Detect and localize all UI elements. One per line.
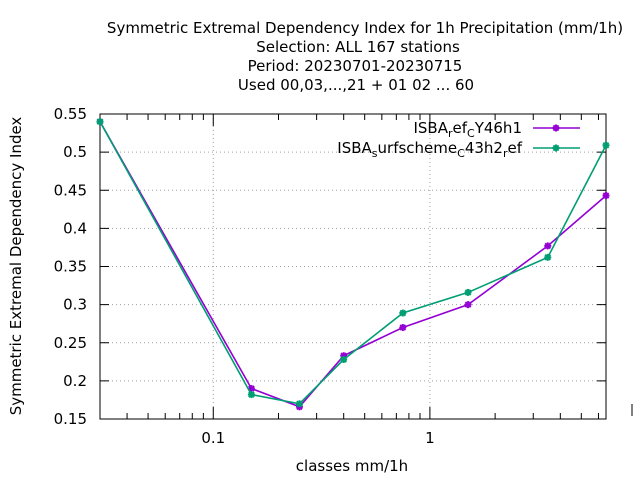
legend-label-part: 43h2 — [465, 139, 503, 157]
y-tick-label: 0.3 — [63, 296, 87, 314]
y-axis-label: Symmetric Extremal Dependency Index — [7, 117, 25, 416]
y-tick-label: 0.35 — [54, 258, 87, 276]
grid — [100, 114, 606, 419]
data-point — [295, 400, 303, 408]
y-tick-label: 0.25 — [54, 334, 87, 352]
data-series — [96, 118, 610, 411]
legend-label-part: ISBA — [337, 139, 372, 157]
marker-d2 — [464, 289, 472, 296]
y-tick-labels: 0.15 0.2 0.25 0.3 0.35 0.4 0.45 0.5 0.55 — [54, 105, 87, 428]
legend-entry-1: ISBArefCY46h1 — [413, 119, 580, 140]
data-point — [96, 118, 104, 126]
data-point — [602, 141, 610, 149]
data-point — [544, 253, 552, 261]
x-tick-label: 1 — [425, 429, 435, 447]
x-tick-labels: 0.1 1 — [201, 429, 434, 447]
marker-d2 — [399, 309, 407, 317]
x-axis-label: classes mm/1h — [296, 457, 408, 475]
chart-title: Symmetric Extremal Dependency Index for … — [107, 19, 623, 94]
data-point — [340, 356, 348, 364]
marker-d2 — [544, 254, 552, 261]
marker-d2 — [552, 144, 560, 152]
legend-label: ISBAsurfschemeC43h2ref — [337, 139, 522, 160]
series-line — [99, 121, 607, 408]
data-point — [544, 242, 552, 250]
y-tick-label: 0.45 — [54, 181, 87, 199]
legend-entry-2: ISBAsurfschemeC43h2ref — [337, 139, 580, 160]
legend-label-subscript: s — [372, 147, 378, 160]
chart-title-line-3: Period: 20230701-20230715 — [248, 57, 463, 75]
data-point — [399, 309, 407, 317]
marker-d2 — [552, 124, 560, 132]
series-2 — [96, 118, 610, 408]
plot-border — [99, 113, 607, 420]
legend-label-subscript: C — [467, 127, 475, 140]
y-tick-label: 0.4 — [63, 219, 87, 237]
y-tick-label: 0.15 — [54, 410, 87, 428]
legend-label-part: ef — [507, 139, 522, 157]
legend-swatch-marker — [552, 124, 560, 132]
y-tick-label: 0.5 — [63, 143, 87, 161]
x-tick-label: 0.1 — [201, 429, 225, 447]
legend-label: ISBArefCY46h1 — [413, 119, 522, 140]
marker-d2 — [296, 400, 303, 408]
marker-d2 — [96, 118, 104, 125]
legend-label-subscript: r — [503, 147, 508, 160]
marker-d2 — [399, 324, 407, 331]
data-point — [602, 192, 610, 200]
chart-title-line-2: Selection: ALL 167 stations — [256, 38, 460, 56]
y-tick-label: 0.2 — [63, 372, 87, 390]
data-point — [247, 391, 255, 399]
marker-d2 — [544, 242, 552, 250]
legend-label-subscript: C — [457, 147, 465, 160]
marker-d2 — [340, 356, 348, 363]
data-point — [464, 288, 472, 296]
data-point — [464, 301, 472, 309]
legend-label-part: Y46h1 — [474, 119, 522, 137]
data-point — [399, 324, 407, 331]
marker-d2 — [248, 391, 255, 398]
legend-label-part: urfscheme — [378, 139, 458, 157]
y-tick-label: 0.55 — [54, 105, 87, 123]
marker-d2 — [602, 141, 610, 149]
legend-label-subscript: r — [448, 127, 453, 140]
chart-title-line-4: Used 00,03,...,21 + 01 02 ... 60 — [238, 76, 474, 94]
marker-d2 — [602, 192, 610, 199]
series-line — [99, 121, 607, 405]
marker-d2 — [464, 301, 472, 308]
chart-title-line-1: Symmetric Extremal Dependency Index for … — [107, 19, 623, 37]
legend-swatch-marker — [552, 144, 560, 152]
legend-label-part: ISBA — [413, 119, 448, 137]
legend-label-part: ef — [452, 119, 467, 137]
